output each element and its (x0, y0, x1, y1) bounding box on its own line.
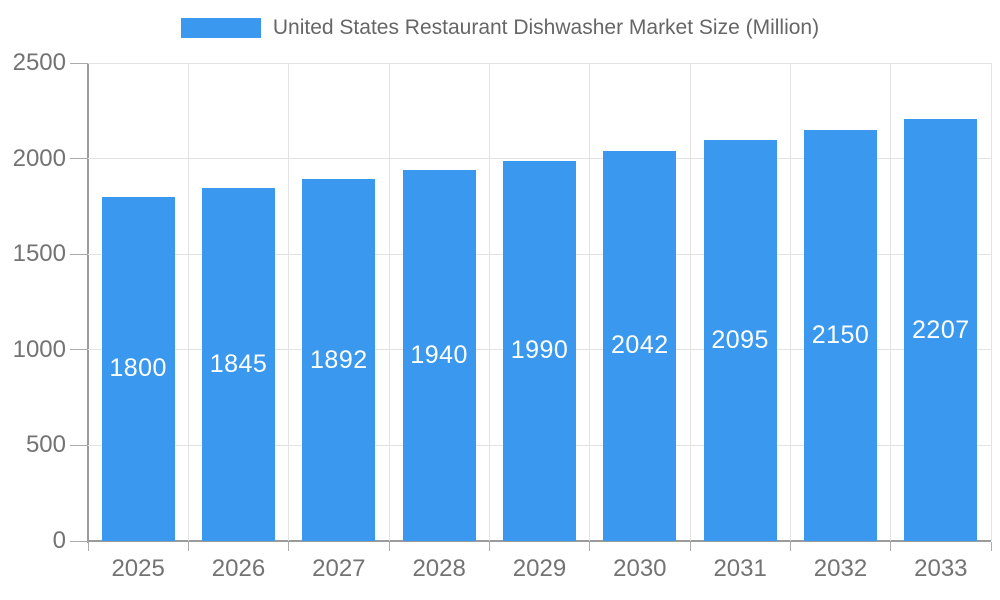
bar-value-label: 1940 (410, 341, 468, 370)
horizontal-gridline (88, 158, 991, 160)
legend[interactable]: United States Restaurant Dishwasher Mark… (0, 16, 1000, 40)
vertical-gridline (990, 63, 992, 541)
legend-label: United States Restaurant Dishwasher Mark… (272, 16, 820, 39)
bar-value-label: 1990 (510, 336, 569, 365)
y-tick-mark (70, 540, 88, 542)
x-tick-label: 2025 (111, 555, 165, 582)
bar-value-label: 1892 (310, 345, 368, 374)
x-tick-label: 2033 (914, 555, 968, 582)
vertical-gridline (388, 63, 390, 541)
y-tick-mark (70, 62, 88, 64)
vertical-gridline (288, 63, 290, 541)
x-tick-mark (689, 542, 691, 551)
bar-value-label: 2207 (912, 315, 970, 344)
bar-2028[interactable]: 1940 (402, 170, 476, 541)
y-tick-mark (70, 253, 88, 255)
x-tick-mark (288, 542, 290, 551)
bar-value-label: 1845 (209, 350, 268, 379)
legend-swatch (180, 18, 261, 38)
y-tick-mark (70, 349, 88, 351)
bar-2026[interactable]: 1845 (202, 188, 275, 541)
bar-2033[interactable]: 2207 (904, 119, 978, 541)
y-tick-label: 1000 (12, 335, 66, 363)
y-tick-mark (70, 158, 88, 160)
x-tick-mark (388, 542, 390, 551)
x-tick-mark (890, 542, 892, 551)
y-tick-label: 500 (25, 431, 66, 459)
bar-value-label: 1800 (109, 354, 167, 383)
y-tick-label: 0 (52, 527, 66, 554)
x-tick-mark (789, 542, 791, 551)
bar-value-label: 2150 (811, 320, 870, 349)
x-tick-label: 2026 (211, 555, 266, 582)
horizontal-gridline (88, 62, 991, 64)
bar-2030[interactable]: 2042 (603, 150, 677, 541)
vertical-gridline (789, 63, 791, 541)
x-tick-label: 2030 (613, 555, 667, 582)
y-tick-mark (70, 444, 88, 446)
vertical-gridline (589, 63, 591, 541)
x-axis-line (87, 540, 991, 542)
x-tick-label: 2027 (312, 555, 366, 582)
bar-2032[interactable]: 2150 (804, 129, 877, 541)
bar-value-label: 2042 (611, 331, 669, 360)
vertical-gridline (689, 63, 691, 541)
y-axis-line (87, 63, 89, 543)
x-tick-mark (187, 542, 189, 551)
bar-2027[interactable]: 1892 (302, 179, 376, 541)
x-tick-label: 2029 (512, 555, 567, 582)
x-tick-mark (87, 542, 89, 551)
x-tick-mark (990, 542, 992, 551)
y-tick-label: 2500 (12, 49, 66, 76)
bar-value-label: 2095 (711, 326, 769, 355)
bar-2031[interactable]: 2095 (703, 140, 777, 541)
x-tick-mark (589, 542, 591, 551)
plot-area: 1800 1845 1892 1940 1990 2042 2095 2150 2207 (88, 62, 992, 541)
y-tick-label: 1500 (12, 240, 66, 268)
y-tick-label: 2000 (12, 144, 66, 172)
bar-2025[interactable]: 1800 (101, 196, 175, 541)
vertical-gridline (890, 63, 892, 541)
x-tick-label: 2032 (813, 555, 868, 582)
vertical-gridline (187, 63, 189, 541)
bar-2029[interactable]: 1990 (503, 160, 576, 541)
x-tick-label: 2031 (713, 555, 767, 582)
x-tick-mark (488, 542, 490, 551)
vertical-gridline (488, 63, 490, 541)
x-tick-label: 2028 (412, 555, 466, 582)
